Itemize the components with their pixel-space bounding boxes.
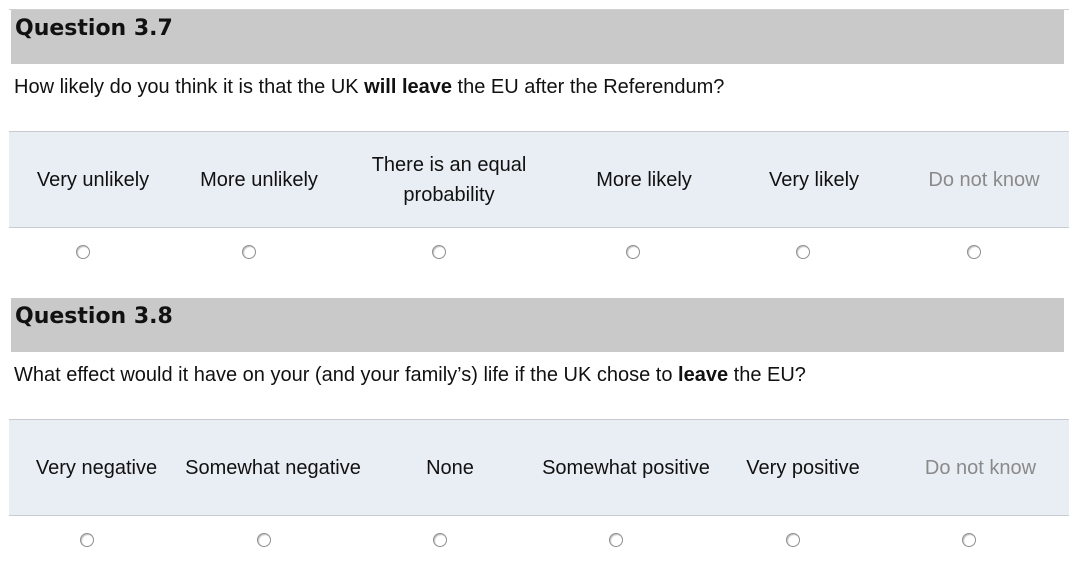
- question-3-7-text: How likely do you think it is that the U…: [14, 76, 724, 99]
- question-3-7-scale-labels: Very unlikely More unlikely There is an …: [9, 131, 1069, 228]
- question-3-7-text-pre: How likely do you think it is that the U…: [14, 76, 365, 98]
- question-3-8-text-emphasis: leave: [678, 364, 729, 386]
- radio-very-unlikely[interactable]: [76, 245, 90, 259]
- question-3-7-text-emphasis: will leave: [364, 76, 452, 98]
- question-3-8-title: Question 3.8: [15, 304, 173, 329]
- scale-label-none: None: [426, 456, 474, 479]
- scale-label-do-not-know-3-8: Do not know: [924, 456, 1037, 479]
- radio-very-likely[interactable]: [796, 245, 810, 259]
- question-3-8-scale-labels: Very negative Somewhat negative None Som…: [9, 419, 1069, 516]
- question-3-7-title: Question 3.7: [15, 16, 173, 41]
- top-divider: [9, 9, 1069, 10]
- radio-do-not-know[interactable]: [967, 245, 981, 259]
- question-3-7-header: Question 3.7: [11, 10, 1064, 64]
- radio-somewhat-negative[interactable]: [257, 533, 271, 547]
- scale-label-more-unlikely: More unlikely: [200, 168, 318, 191]
- question-3-8-text-pre: What effect would it have on your (and y…: [14, 364, 679, 386]
- question-3-7-radio-row: [9, 228, 1069, 272]
- scale-label-very-unlikely: Very unlikely: [36, 168, 150, 191]
- scale-label-equal-probability: There is an equal probability: [371, 153, 527, 206]
- question-3-8-header: Question 3.8: [11, 298, 1064, 352]
- radio-very-negative[interactable]: [80, 533, 94, 547]
- scale-label-do-not-know: Do not know: [928, 168, 1040, 191]
- scale-label-somewhat-negative: Somewhat negative: [185, 456, 361, 479]
- radio-more-unlikely[interactable]: [242, 245, 256, 259]
- scale-label-very-likely: Very likely: [768, 168, 860, 191]
- question-3-7-text-post: the EU after the Referendum?: [452, 76, 725, 98]
- radio-equal-probability[interactable]: [432, 245, 446, 259]
- radio-do-not-know-3-8[interactable]: [962, 533, 976, 547]
- scale-label-very-negative: Very negative: [35, 456, 158, 479]
- question-3-8-text: What effect would it have on your (and y…: [14, 364, 806, 387]
- question-3-8-radio-row: [9, 516, 1069, 560]
- radio-more-likely[interactable]: [626, 245, 640, 259]
- radio-none[interactable]: [433, 533, 447, 547]
- scale-label-more-likely: More likely: [596, 168, 692, 191]
- scale-label-somewhat-positive: Somewhat positive: [542, 456, 710, 479]
- radio-very-positive[interactable]: [786, 533, 800, 547]
- scale-label-very-positive: Very positive: [746, 456, 860, 479]
- radio-somewhat-positive[interactable]: [609, 533, 623, 547]
- question-3-8-text-post: the EU?: [728, 364, 806, 386]
